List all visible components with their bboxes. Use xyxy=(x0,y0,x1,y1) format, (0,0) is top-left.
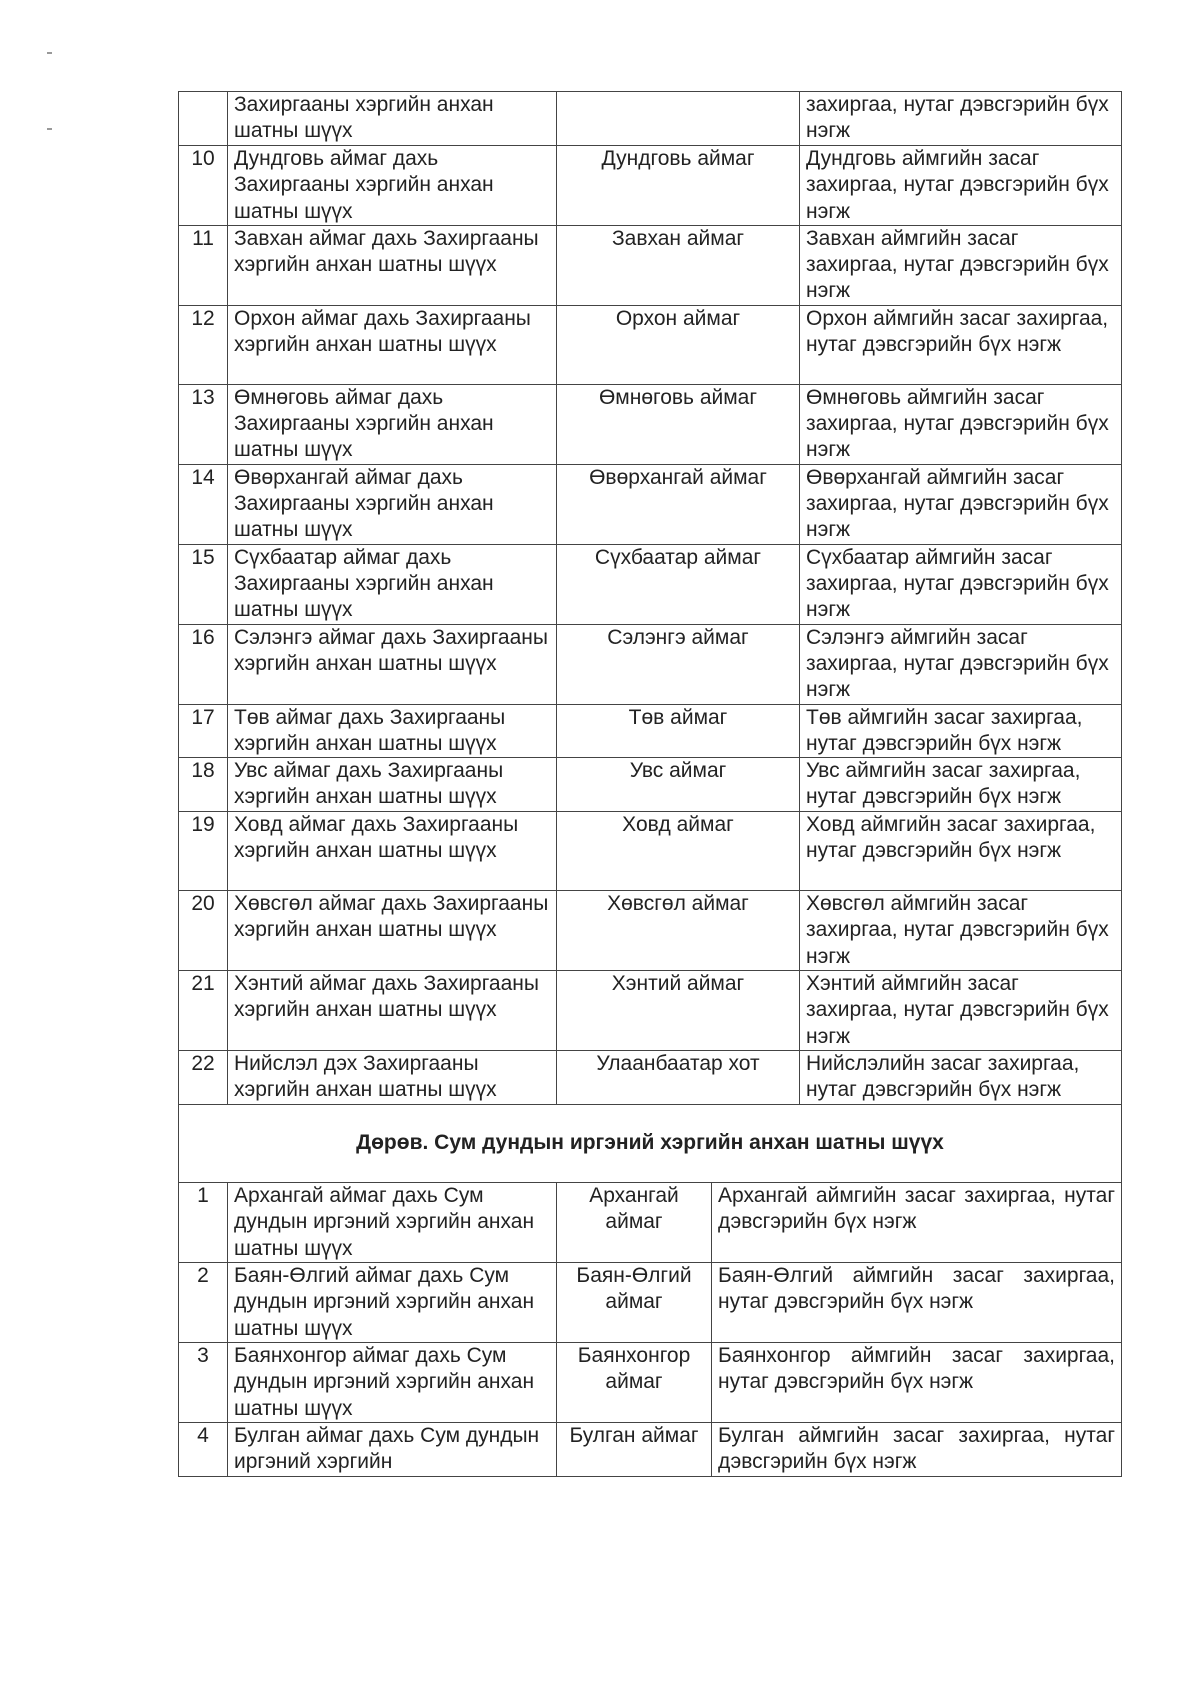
scan-mark xyxy=(47,52,52,54)
court-seat: Дундговь аймаг xyxy=(556,145,800,226)
table-row: 14 Өвөрхангай аймаг дахь Захиргааны хэрги… xyxy=(178,463,1122,545)
section-heading-row: Дөрөв. Сум дундын иргэний хэргийн анхан … xyxy=(178,1103,1122,1183)
court-seat: Өмнөговь аймаг xyxy=(556,383,800,465)
jurisdiction: Хэнтий аймгийн засаг захиргаа, нутаг дэв… xyxy=(799,970,1122,1051)
table-row: 18 Увс аймаг дахь Захиргааны хэргийн анха… xyxy=(178,757,1122,813)
row-number xyxy=(178,91,228,146)
court-name: Орхон аймаг дахь Захиргааны хэргийн анха… xyxy=(227,304,557,385)
court-name: Сэлэнгэ аймаг дахь Захиргааны хэргийн ан… xyxy=(227,623,557,705)
row-number: 10 xyxy=(178,145,228,226)
court-name: Архангай аймаг дахь Сум дундын иргэний х… xyxy=(227,1181,557,1263)
court-seat: Архангай аймаг xyxy=(556,1181,712,1263)
court-name: Өвөрхангай аймаг дахь Захиргааны хэргийн… xyxy=(227,463,557,545)
table-row: 2 Баян-Өлгий аймаг дахь Сум дундын иргэни… xyxy=(178,1261,1122,1343)
court-seat: Сэлэнгэ аймаг xyxy=(556,623,800,705)
court-seat: Улаанбаатар хот xyxy=(556,1049,800,1105)
court-seat xyxy=(556,91,800,146)
court-name: Захиргааны хэргийн анхан шатны шүүх xyxy=(227,91,557,146)
row-number: 2 xyxy=(178,1261,228,1343)
court-name: Завхан аймаг дахь Захиргааны хэргийн анх… xyxy=(227,224,557,306)
row-number: 1 xyxy=(178,1181,228,1263)
court-name: Дундговь аймаг дахь Захиргааны хэргийн а… xyxy=(227,145,557,226)
table-row: 10 Дундговь аймаг дахь Захиргааны хэргийн… xyxy=(178,145,1122,226)
jurisdiction: Булган аймгийн засаг захиргаа, нутаг дэв… xyxy=(711,1421,1122,1477)
row-number: 3 xyxy=(178,1341,228,1423)
row-number: 14 xyxy=(178,463,228,545)
jurisdiction: Сүхбаатар аймгийн засаг захиргаа, нутаг … xyxy=(799,543,1122,625)
jurisdiction: Баянхонгор аймгийн засаг захиргаа, нутаг… xyxy=(711,1341,1122,1423)
table-row: 11 Завхан аймаг дахь Захиргааны хэргийн а… xyxy=(178,224,1122,306)
court-name: Төв аймаг дахь Захиргааны хэргийн анхан … xyxy=(227,703,557,759)
jurisdiction: Өмнөговь аймгийн засаг захиргаа, нутаг д… xyxy=(799,383,1122,465)
jurisdiction: Төв аймгийн засаг захиргаа, нутаг дэвсгэ… xyxy=(799,703,1122,759)
table-row: 13 Өмнөговь аймаг дахь Захиргааны хэргийн… xyxy=(178,383,1122,465)
jurisdiction: захиргаа, нутаг дэвсгэрийн бүх нэгж xyxy=(799,91,1122,146)
table-row: 19 Ховд аймаг дахь Захиргааны хэргийн анх… xyxy=(178,811,1122,892)
court-name: Баян-Өлгий аймаг дахь Сум дундын иргэний… xyxy=(227,1261,557,1343)
court-name: Увс аймаг дахь Захиргааны хэргийн анхан … xyxy=(227,757,557,813)
row-number: 4 xyxy=(178,1421,228,1477)
court-name: Өмнөговь аймаг дахь Захиргааны хэргийн а… xyxy=(227,383,557,465)
row-number: 18 xyxy=(178,757,228,813)
jurisdiction: Увс аймгийн засаг захиргаа, нутаг дэвсгэ… xyxy=(799,757,1122,813)
table-row: 12 Орхон аймаг дахь Захиргааны хэргийн ан… xyxy=(178,304,1122,385)
court-name: Ховд аймаг дахь Захиргааны хэргийн анхан… xyxy=(227,811,557,892)
court-seat: Баян-Өлгий аймаг xyxy=(556,1261,712,1343)
jurisdiction: Дундговь аймгийн засаг захиргаа, нутаг д… xyxy=(799,145,1122,226)
table-row: Захиргааны хэргийн анхан шатны шүүх захир… xyxy=(178,91,1122,146)
court-seat: Сүхбаатар аймаг xyxy=(556,543,800,625)
table-row: 21 Хэнтий аймаг дахь Захиргааны хэргийн а… xyxy=(178,970,1122,1051)
table-row: 4 Булган аймаг дахь Сум дундын иргэний хэ… xyxy=(178,1421,1122,1477)
courts-table: Захиргааны хэргийн анхан шатны шүүх захир… xyxy=(178,91,1122,1477)
court-seat: Өвөрхангай аймаг xyxy=(556,463,800,545)
jurisdiction: Хөвсгөл аймгийн засаг захиргаа, нутаг дэ… xyxy=(799,890,1122,972)
jurisdiction: Ховд аймгийн засаг захиргаа, нутаг дэвсг… xyxy=(799,811,1122,892)
court-seat: Орхон аймаг xyxy=(556,304,800,385)
jurisdiction: Орхон аймгийн засаг захиргаа, нутаг дэвс… xyxy=(799,304,1122,385)
table-row: 15 Сүхбаатар аймаг дахь Захиргааны хэргий… xyxy=(178,543,1122,625)
court-name: Нийслэл дэх Захиргааны хэргийн анхан шат… xyxy=(227,1049,557,1105)
court-name: Хэнтий аймаг дахь Захиргааны хэргийн анх… xyxy=(227,970,557,1051)
court-name: Хөвсгөл аймаг дахь Захиргааны хэргийн ан… xyxy=(227,890,557,972)
table-row: 17 Төв аймаг дахь Захиргааны хэргийн анха… xyxy=(178,703,1122,759)
table-row: 22 Нийслэл дэх Захиргааны хэргийн анхан ш… xyxy=(178,1049,1122,1105)
jurisdiction: Сэлэнгэ аймгийн засаг захиргаа, нутаг дэ… xyxy=(799,623,1122,705)
row-number: 20 xyxy=(178,890,228,972)
row-number: 21 xyxy=(178,970,228,1051)
row-number: 19 xyxy=(178,811,228,892)
row-number: 13 xyxy=(178,383,228,465)
court-seat: Хэнтий аймаг xyxy=(556,970,800,1051)
row-number: 17 xyxy=(178,703,228,759)
court-seat: Ховд аймаг xyxy=(556,811,800,892)
jurisdiction: Архангай аймгийн засаг захиргаа, нутаг д… xyxy=(711,1181,1122,1263)
row-number: 12 xyxy=(178,304,228,385)
jurisdiction: Баян-Өлгий аймгийн засаг захиргаа, нутаг… xyxy=(711,1261,1122,1343)
section-heading: Дөрөв. Сум дундын иргэний хэргийн анхан … xyxy=(178,1103,1122,1183)
court-name: Баянхонгор аймаг дахь Сум дундын иргэний… xyxy=(227,1341,557,1423)
row-number: 11 xyxy=(178,224,228,306)
jurisdiction: Завхан аймгийн засаг захиргаа, нутаг дэв… xyxy=(799,224,1122,306)
jurisdiction: Нийслэлийн засаг захиргаа, нутаг дэвсгэр… xyxy=(799,1049,1122,1105)
court-seat: Төв аймаг xyxy=(556,703,800,759)
court-name: Сүхбаатар аймаг дахь Захиргааны хэргийн … xyxy=(227,543,557,625)
row-number: 22 xyxy=(178,1049,228,1105)
row-number: 15 xyxy=(178,543,228,625)
court-seat: Завхан аймаг xyxy=(556,224,800,306)
table-row: 1 Архангай аймаг дахь Сум дундын иргэний … xyxy=(178,1181,1122,1263)
row-number: 16 xyxy=(178,623,228,705)
court-seat: Булган аймаг xyxy=(556,1421,712,1477)
court-seat: Баянхонгор аймаг xyxy=(556,1341,712,1423)
court-seat: Увс аймаг xyxy=(556,757,800,813)
table-row: 16 Сэлэнгэ аймаг дахь Захиргааны хэргийн … xyxy=(178,623,1122,705)
court-seat: Хөвсгөл аймаг xyxy=(556,890,800,972)
scan-mark xyxy=(47,128,52,130)
table-row: 20 Хөвсгөл аймаг дахь Захиргааны хэргийн … xyxy=(178,890,1122,972)
jurisdiction: Өвөрхангай аймгийн засаг захиргаа, нутаг… xyxy=(799,463,1122,545)
court-name: Булган аймаг дахь Сум дундын иргэний хэр… xyxy=(227,1421,557,1477)
table-row: 3 Баянхонгор аймаг дахь Сум дундын иргэни… xyxy=(178,1341,1122,1423)
